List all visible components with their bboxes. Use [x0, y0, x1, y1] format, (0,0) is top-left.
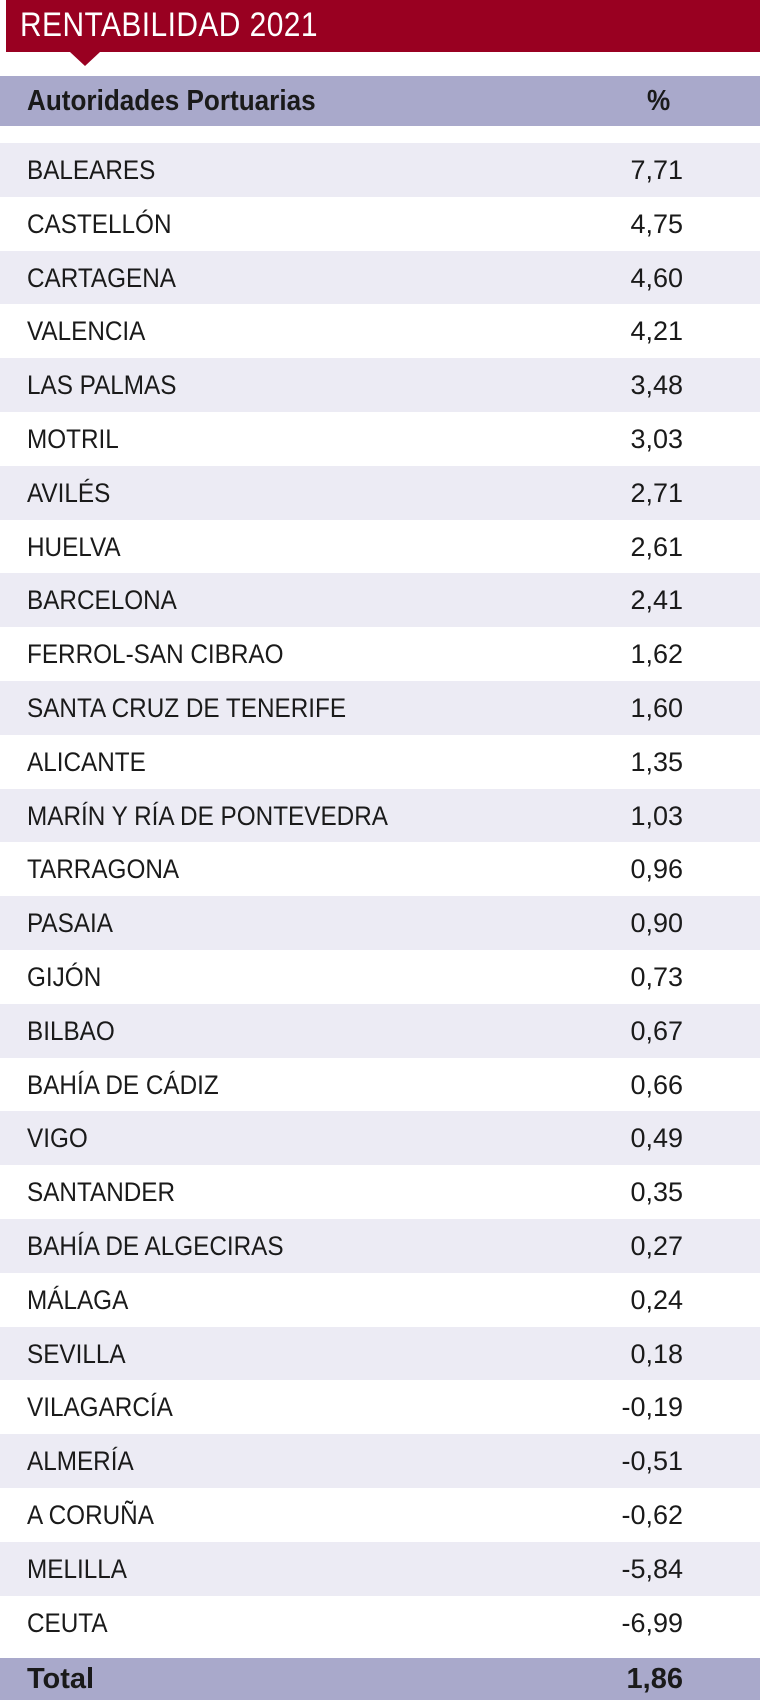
total-row: Total 1,86 — [0, 1658, 760, 1700]
header-percent: % — [647, 85, 671, 117]
table-row: MOTRIL 3,03 — [0, 412, 760, 466]
port-value: 0,24 — [630, 1284, 683, 1315]
port-value: -0,51 — [621, 1446, 683, 1477]
table-row: VIGO 0,49 — [0, 1111, 760, 1166]
port-value: 0,90 — [630, 908, 683, 939]
port-value: 3,03 — [630, 423, 683, 454]
port-value: 0,49 — [630, 1123, 683, 1154]
port-value: 0,18 — [630, 1338, 683, 1369]
port-value: 1,03 — [630, 800, 683, 831]
table-row: HUELVA 2,61 — [0, 520, 760, 574]
port-value: 1,62 — [630, 639, 683, 670]
table-row: GIJÓN 0,73 — [0, 950, 760, 1004]
port-name: CEUTA — [27, 1607, 108, 1638]
port-value: 4,21 — [630, 316, 683, 347]
table-row: FERROL-SAN CIBRAO 1,62 — [0, 627, 760, 681]
table-row: BAHÍA DE ALGECIRAS 0,27 — [0, 1218, 760, 1273]
port-value: 3,48 — [630, 370, 683, 401]
port-name: BARCELONA — [27, 585, 177, 616]
port-value: 2,41 — [630, 585, 683, 616]
port-value: 1,35 — [630, 746, 683, 777]
port-value: 4,60 — [630, 262, 683, 293]
table-row: CASTELLÓN 4,75 — [0, 197, 760, 251]
port-name: BILBAO — [27, 1015, 115, 1046]
table-row: ALICANTE 1,35 — [0, 735, 760, 789]
table-row: A CORUÑA -0,62 — [0, 1488, 760, 1542]
port-value: 4,75 — [630, 208, 683, 239]
port-name: MARÍN Y RÍA DE PONTEVEDRA — [27, 800, 388, 831]
total-label: Total — [27, 1663, 95, 1695]
port-value: 7,71 — [630, 155, 683, 185]
title-banner: RENTABILIDAD 2021 — [6, 0, 760, 52]
table-row: LAS PALMAS 3,48 — [0, 358, 760, 412]
port-name: FERROL-SAN CIBRAO — [27, 639, 284, 670]
port-name: SANTANDER — [27, 1177, 176, 1208]
table-row: MÁLAGA 0,24 — [0, 1273, 760, 1327]
port-name: MOTRIL — [27, 423, 119, 454]
table-row: BARCELONA 2,41 — [0, 573, 760, 628]
table-row: TARRAGONA 0,96 — [0, 842, 760, 896]
port-value: -0,19 — [621, 1392, 683, 1423]
port-name: SEVILLA — [27, 1338, 126, 1369]
total-value: 1,86 — [626, 1663, 683, 1695]
port-value: 2,71 — [630, 477, 683, 508]
port-value: 0,27 — [630, 1230, 683, 1261]
port-name: MELILLA — [27, 1553, 127, 1584]
table-row: SEVILLA 0,18 — [0, 1326, 760, 1381]
port-value: 0,67 — [630, 1015, 683, 1046]
port-name: ALICANTE — [27, 746, 146, 777]
port-name: SANTA CRUZ DE TENERIFE — [27, 692, 347, 723]
table-row: VALENCIA 4,21 — [0, 304, 760, 358]
table-row: BALEARES 7,71 — [0, 143, 760, 197]
header-name: Autoridades Portuarias — [27, 85, 316, 117]
port-name: ALMERÍA — [27, 1446, 134, 1477]
port-name: AVILÉS — [27, 477, 111, 508]
page-title: RENTABILIDAD 2021 — [20, 6, 318, 44]
port-value: 2,61 — [630, 531, 683, 562]
table-row: SANTA CRUZ DE TENERIFE 1,60 — [0, 680, 760, 735]
port-name: LAS PALMAS — [27, 370, 177, 401]
port-value: 0,96 — [630, 854, 683, 885]
table-row: CARTAGENA 4,60 — [0, 250, 760, 305]
port-value: -6,99 — [621, 1607, 683, 1638]
port-name: VALENCIA — [27, 316, 146, 347]
table-body: BALEARES 7,71 CASTELLÓN 4,75 CARTAGENA 4,60 VA… — [0, 143, 760, 1649]
table-row: AVILÉS 2,71 — [0, 465, 760, 520]
port-name: BALEARES — [27, 155, 156, 185]
port-name: CARTAGENA — [27, 262, 176, 293]
port-value: -5,84 — [621, 1553, 683, 1584]
port-value: -0,62 — [621, 1499, 683, 1530]
port-value: 0,66 — [630, 1069, 683, 1100]
port-name: PASAIA — [27, 908, 113, 939]
table-row: MELILLA -5,84 — [0, 1541, 760, 1596]
port-name: BAHÍA DE CÁDIZ — [27, 1069, 219, 1100]
port-name: VIGO — [27, 1123, 88, 1154]
table-row: PASAIA 0,90 — [0, 896, 760, 950]
port-value: 1,60 — [630, 692, 683, 723]
port-name: GIJÓN — [27, 961, 102, 992]
table-row: VILAGARCÍA -0,19 — [0, 1380, 760, 1434]
table-row: MARÍN Y RÍA DE PONTEVEDRA 1,03 — [0, 788, 760, 843]
port-name: VILAGARCÍA — [27, 1392, 173, 1423]
table-row: BILBAO 0,67 — [0, 1003, 760, 1058]
table-header: Autoridades Portuarias % — [0, 76, 760, 126]
table-row: BAHÍA DE CÁDIZ 0,66 — [0, 1058, 760, 1112]
title-pointer — [70, 52, 100, 66]
table-row: SANTANDER 0,35 — [0, 1165, 760, 1219]
port-value: 0,73 — [630, 961, 683, 992]
port-name: CASTELLÓN — [27, 208, 172, 239]
table-row: CEUTA -6,99 — [0, 1596, 760, 1650]
port-value: 0,35 — [630, 1177, 683, 1208]
port-name: BAHÍA DE ALGECIRAS — [27, 1230, 284, 1261]
port-name: HUELVA — [27, 531, 121, 562]
table-row: ALMERÍA -0,51 — [0, 1434, 760, 1488]
port-name: TARRAGONA — [27, 854, 180, 885]
port-name: A CORUÑA — [27, 1499, 154, 1530]
port-name: MÁLAGA — [27, 1284, 129, 1315]
